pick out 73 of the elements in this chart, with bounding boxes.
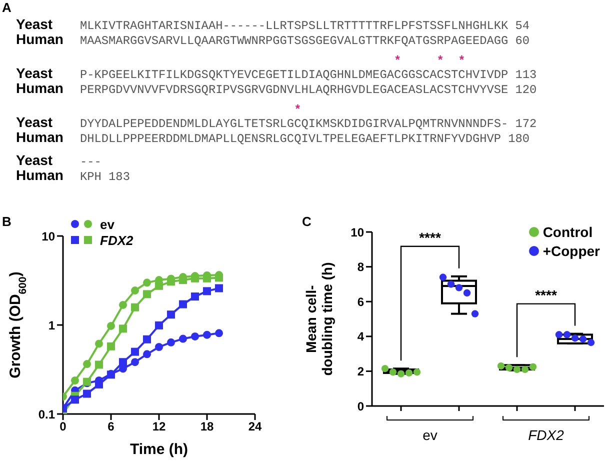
text: Human MAASMARGGVSARVLLQAARGTWWNRPGGTSGSGEGVALGTTRKFQATGSRPAGEEDAGG 60 (16, 31, 530, 48)
y-tick-label: 4 (357, 330, 364, 344)
x-tick-label: 0 (60, 420, 67, 434)
point (131, 286, 139, 295)
point (155, 321, 163, 330)
point (215, 284, 223, 292)
y-tick-label: 1 (48, 318, 56, 332)
x-tick-label: 6 (108, 420, 115, 434)
text: A (2, 0, 12, 15)
point (155, 343, 163, 351)
y-tick-label: 10 (350, 225, 364, 240)
legend-label: ev (100, 216, 114, 232)
chart-title: B (2, 214, 12, 229)
text: Yeast DYYDALPEPEDDENDMLDLAYGLTETSRLGCQIKMSKDIDGIRVALPQMTRNVNNNDFS- 172 (16, 114, 537, 131)
point (179, 300, 187, 308)
text: Human KPH 183 (16, 167, 130, 184)
point (71, 376, 79, 384)
annotation: **** (419, 229, 442, 246)
x-axis-title: Time (h) (130, 441, 188, 458)
x-tick-label: 24 (248, 420, 262, 434)
point (95, 360, 103, 369)
y-tick-label: 10 (42, 229, 56, 244)
point (83, 390, 91, 398)
point (107, 342, 115, 350)
point (107, 322, 115, 330)
y-tick-label: 0 (357, 399, 364, 414)
y-tick-label: 2 (357, 364, 364, 378)
point (71, 396, 79, 404)
y-tick-label: 0.1 (38, 407, 56, 422)
point (131, 348, 139, 356)
point (191, 292, 199, 301)
point (179, 334, 187, 343)
text: Human PERPGDVVNVVFVDRSGQRIPVSGRVGDNVLHLAQRHGVDLEGACEASLACSTCHVYVSE 120 (16, 80, 537, 97)
point (143, 278, 151, 287)
point (83, 360, 91, 368)
point (131, 303, 139, 312)
point (215, 274, 223, 282)
point (119, 358, 127, 366)
chart-title: C (302, 214, 312, 229)
point (215, 329, 223, 338)
point (119, 324, 127, 333)
point (143, 350, 151, 358)
point (203, 330, 211, 339)
y-tick-label: 8 (357, 260, 364, 274)
x-tick-label: 18 (200, 420, 214, 434)
text: Yeast MLKIVTRAGHTARISNIAAH------LLRTSPSLLTRTTTTTRFLPFSTSSFLNHGHLKK 54 (16, 16, 530, 33)
point (191, 332, 199, 340)
x-tick-label: ev (422, 427, 438, 443)
text: * * * (392, 54, 466, 68)
x-tick-label: FDX2 (528, 427, 564, 443)
text: Yeast --- (16, 152, 102, 169)
text: * (293, 103, 302, 117)
point (131, 358, 139, 366)
point (167, 278, 175, 286)
x-tick-label: 12 (152, 420, 166, 434)
point (167, 310, 175, 319)
point (179, 276, 187, 284)
y-tick-label: 6 (357, 294, 364, 309)
point (203, 287, 211, 296)
point (203, 274, 211, 282)
legend-label: Control (542, 224, 593, 240)
point (143, 290, 151, 298)
point (155, 282, 163, 290)
legend-label: FDX2 (100, 232, 134, 248)
y-axis-title: Mean cell- doubling time (h) (303, 262, 335, 376)
annotation: **** (535, 286, 558, 303)
legend-label: +Copper (542, 242, 600, 258)
point (95, 340, 103, 348)
text: Human DHLDLLPPPEERDDMLDMAPLLQENSRLGCQIVLTPELEGAEFTLPKITRNFYVDGHVP 180 (16, 129, 530, 146)
point (119, 300, 127, 309)
text: Yeast P-KPGEELKITFILKDGSQKTYEVCEGETILDIAQGHNLDMEGACGGSCACSTCHVIVDP 113 (16, 65, 537, 82)
point (143, 335, 151, 344)
point (167, 338, 175, 346)
